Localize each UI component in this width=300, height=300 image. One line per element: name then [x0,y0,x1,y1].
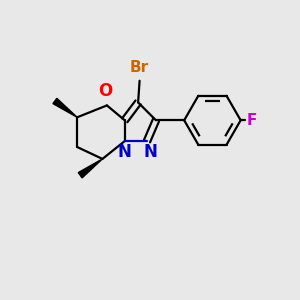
Polygon shape [53,98,77,117]
Text: N: N [117,142,131,160]
Text: Br: Br [130,60,149,75]
Polygon shape [78,159,102,178]
Text: F: F [247,113,257,128]
Text: N: N [144,142,158,160]
Text: O: O [98,82,112,100]
